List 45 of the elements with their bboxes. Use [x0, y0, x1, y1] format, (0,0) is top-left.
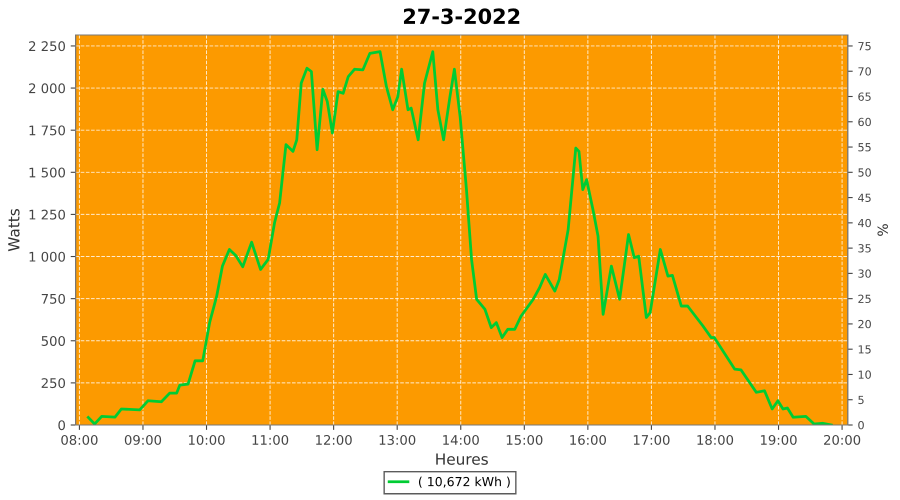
y-tick-label: 0 [58, 420, 65, 430]
x-tick-label: 15:00 [506, 434, 542, 445]
y2-tick-label: 5 [858, 396, 864, 404]
x-tick-label: 20:00 [824, 434, 860, 445]
y2-tick-label: 25 [858, 294, 871, 304]
y2-tick-label: 0 [858, 420, 864, 430]
x-tick-label: 11:00 [252, 434, 288, 445]
y-tick-label: 2 250 [29, 41, 65, 52]
x-tick-label: 16:00 [570, 434, 606, 445]
x-tick-label: 18:00 [697, 434, 734, 445]
legend-label: ( 10,672 kWh ) [418, 476, 510, 488]
y-tick-label: 1 000 [30, 252, 65, 262]
y-tick-label: 2 000 [29, 83, 65, 94]
x-tick-label: 12:00 [316, 434, 352, 445]
y2-tick-label: 10 [858, 370, 871, 379]
y2-tick-label: 65 [858, 92, 871, 101]
y2-tick-label: 35 [858, 244, 871, 252]
y2-axis-title: % [877, 224, 888, 236]
y2-tick-label: 40 [858, 218, 871, 228]
y2-tick-label: 55 [858, 143, 871, 152]
x-tick-label: 14:00 [443, 434, 479, 445]
y2-tick-label: 20 [858, 320, 871, 328]
y-tick-label: 1 750 [30, 125, 65, 136]
x-tick-label: 09:00 [124, 434, 162, 445]
x-tick-label: 08:00 [61, 434, 98, 445]
y-tick-label: 1 500 [30, 168, 65, 178]
x-tick-label: 10:00 [188, 434, 225, 445]
y-axis-title: Watts [8, 209, 20, 252]
y-tick-label: 1 250 [30, 210, 65, 220]
y2-tick-label: 70 [858, 67, 871, 76]
x-tick-label: 13:00 [380, 434, 416, 445]
y2-tick-label: 15 [858, 345, 871, 354]
y2-tick-label: 45 [858, 194, 871, 202]
x-tick-label: 17:00 [634, 434, 670, 445]
line-series [86, 50, 833, 425]
y2-tick-label: 30 [858, 269, 871, 278]
chart-title: 27-3-2022 [404, 8, 520, 24]
y2-tick-label: 75 [858, 42, 871, 50]
y2-tick-label: 50 [858, 168, 871, 177]
x-axis-title: Heures [436, 454, 488, 465]
y2-tick-label: 60 [858, 118, 871, 126]
y-tick-label: 250 [42, 378, 65, 388]
y-tick-label: 750 [42, 294, 65, 304]
x-tick-label: 19:00 [760, 434, 797, 445]
y-tick-label: 500 [42, 336, 65, 346]
